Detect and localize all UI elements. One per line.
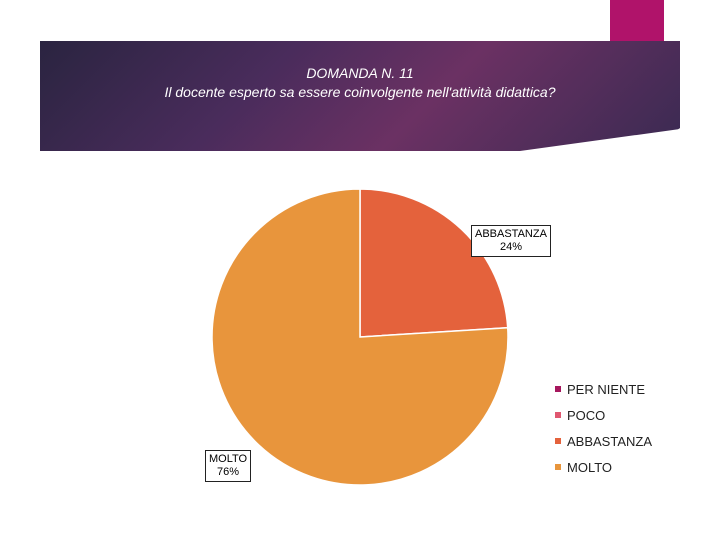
legend-label-per-niente: PER NIENTE — [567, 381, 646, 397]
legend-label-molto: MOLTO — [567, 459, 613, 475]
data-label-molto-category: MOLTO — [209, 453, 248, 465]
legend-swatch-molto — [555, 464, 561, 470]
legend-item-per-niente: PER NIENTE — [555, 376, 652, 402]
legend-label-abbastanza: ABBASTANZA — [567, 433, 653, 449]
data-label-abbastanza: ABBASTANZA 24% — [471, 225, 551, 257]
data-label-molto: MOLTO 76% — [205, 450, 252, 482]
title-banner — [40, 41, 680, 151]
legend-item-molto: MOLTO — [555, 454, 652, 480]
chart-title-line1: DOMANDA N. 11 — [306, 65, 414, 81]
data-label-abbastanza-category: ABBASTANZA — [475, 228, 547, 240]
chart-legend: PER NIENTE POCO ABBASTANZA MOLTO — [555, 376, 652, 480]
legend-swatch-poco — [555, 412, 561, 418]
legend-swatch-abbastanza — [555, 438, 561, 444]
legend-item-abbastanza: ABBASTANZA — [555, 428, 652, 454]
data-label-molto-value: 76% — [217, 466, 240, 478]
pie-slice-abbastanza — [359, 188, 509, 338]
pie-slice-molto — [211, 188, 509, 486]
data-label-abbastanza-value: 24% — [499, 241, 522, 253]
chart-title-line2: Il docente esperto sa essere coinvolgent… — [164, 84, 556, 100]
legend-label-poco: POCO — [567, 407, 606, 423]
chart-title: DOMANDA N. 11 Il docente esperto sa esse… — [40, 64, 680, 102]
legend-swatch-per-niente — [555, 386, 561, 392]
legend-item-poco: POCO — [555, 402, 652, 428]
